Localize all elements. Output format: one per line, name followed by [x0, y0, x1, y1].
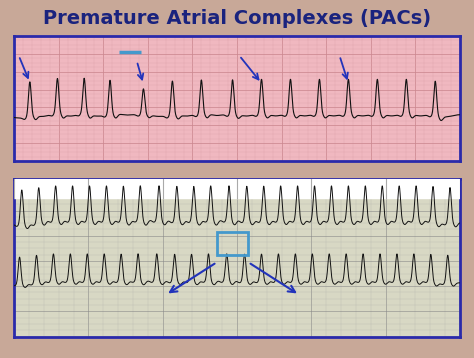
Bar — [14, 179, 460, 198]
Text: Premature Atrial Complexes (PACs): Premature Atrial Complexes (PACs) — [43, 9, 431, 28]
Bar — [217, 232, 248, 255]
